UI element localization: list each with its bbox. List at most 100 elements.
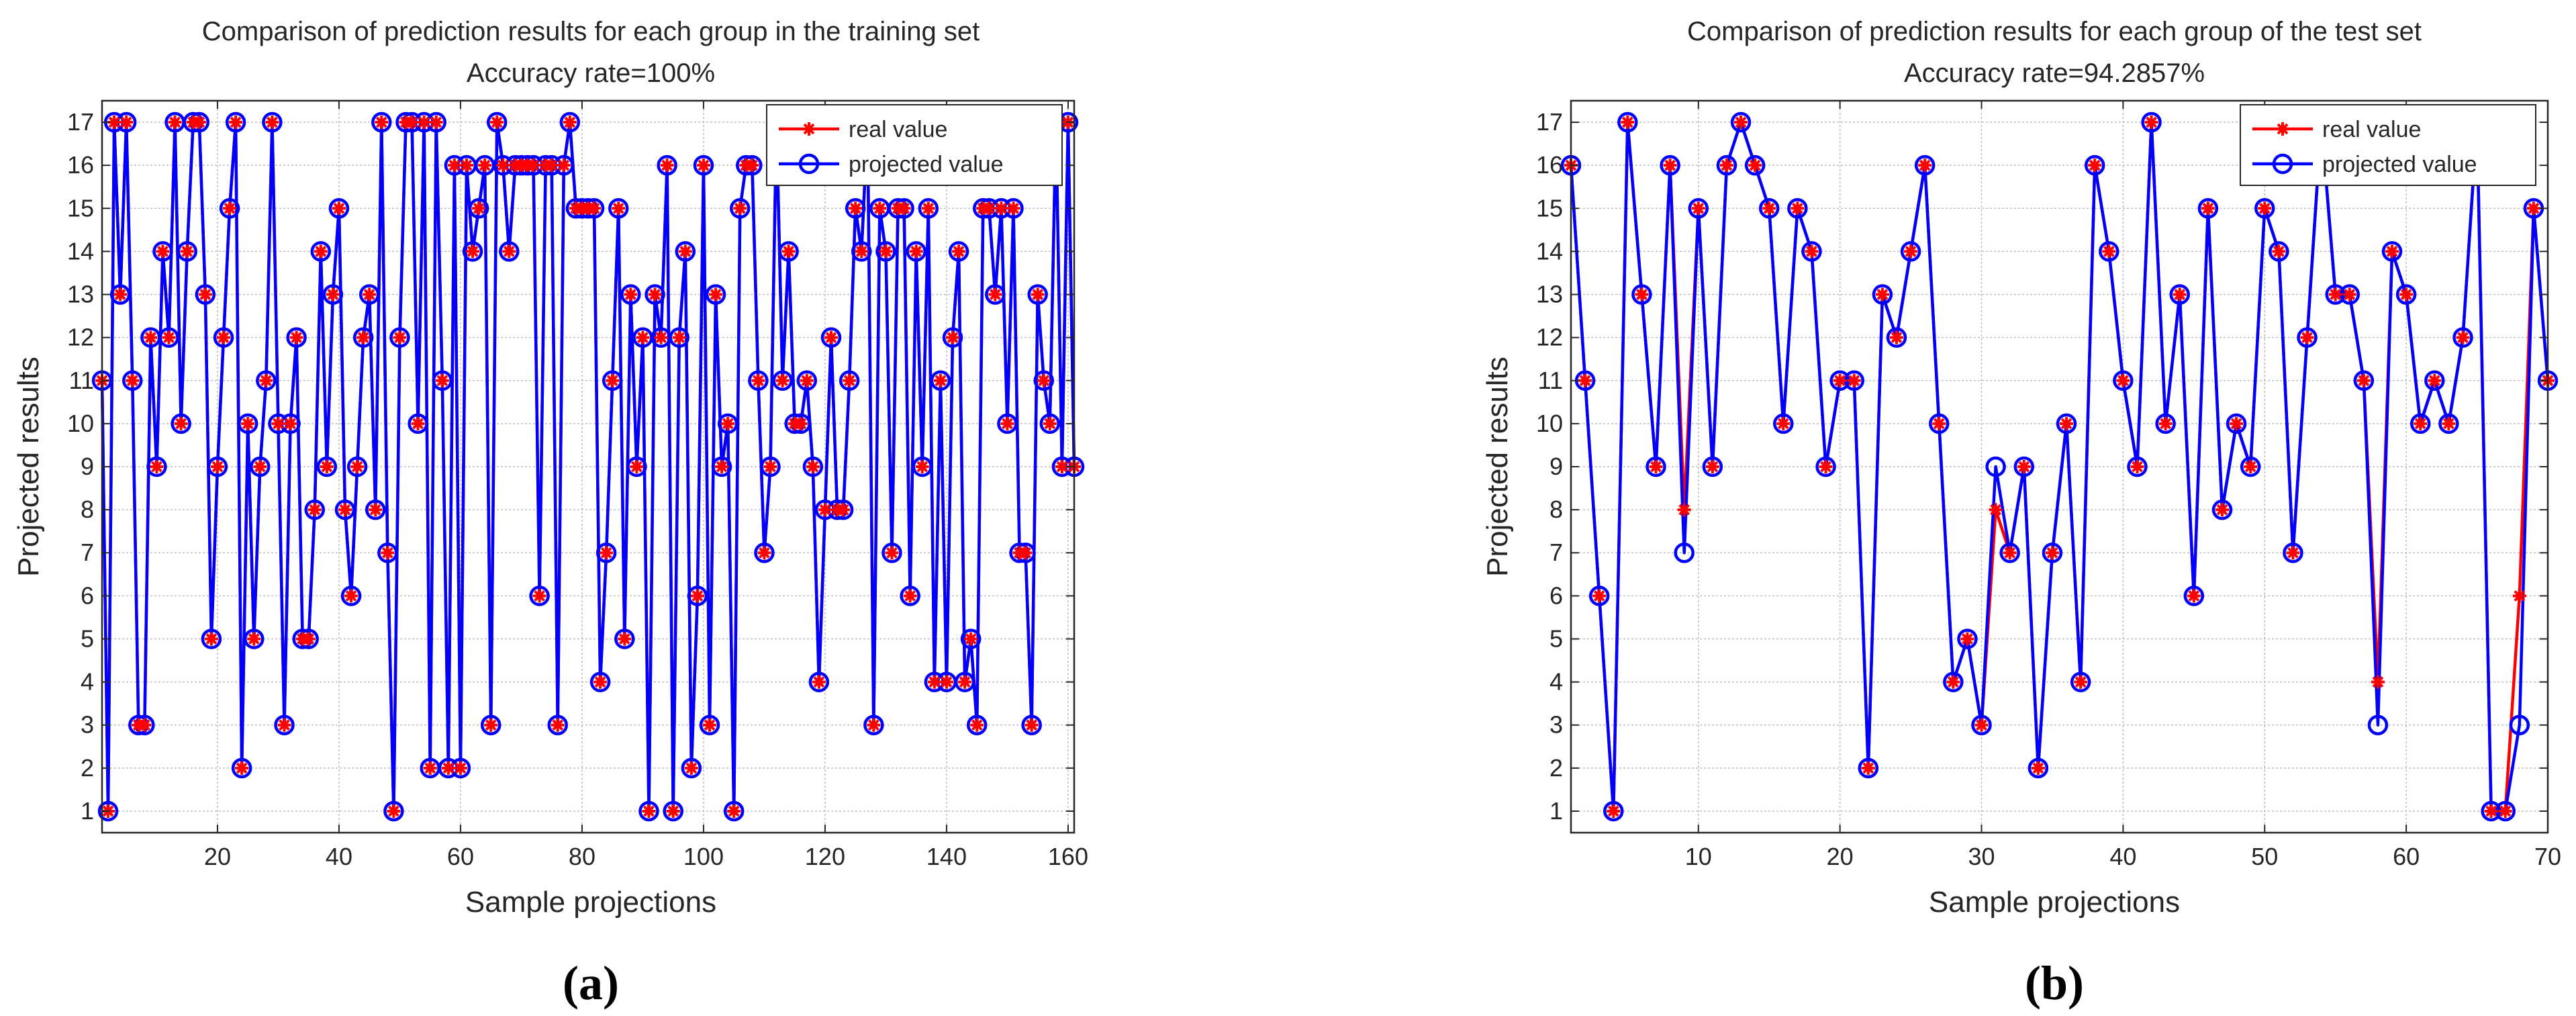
legend-box bbox=[2240, 104, 2536, 186]
marker-projected-value bbox=[997, 413, 1018, 434]
marker-real-value bbox=[1989, 503, 2003, 517]
marker-real-value bbox=[210, 460, 224, 473]
marker-real-value bbox=[709, 287, 723, 302]
marker-projected-value bbox=[663, 800, 683, 822]
marker-projected-value bbox=[1660, 154, 1680, 176]
marker-projected-value bbox=[723, 800, 745, 822]
marker-projected-value bbox=[906, 241, 926, 262]
y-tick-label: 15 bbox=[67, 194, 94, 222]
marker-projected-value bbox=[1872, 284, 1893, 305]
y-tick-label: 17 bbox=[67, 108, 94, 136]
marker-real-value bbox=[429, 116, 443, 130]
marker-projected-value bbox=[146, 456, 167, 477]
marker-projected-value bbox=[2113, 370, 2134, 391]
marker-real-value bbox=[447, 158, 461, 173]
marker-projected-value bbox=[614, 629, 635, 649]
marker-projected-value bbox=[1886, 327, 1907, 348]
marker-projected-value bbox=[1971, 714, 1992, 735]
marker-projected-value bbox=[286, 327, 307, 348]
x-tick-label: 60 bbox=[447, 843, 474, 870]
marker-projected-value bbox=[2141, 111, 2162, 133]
marker-real-value bbox=[2017, 460, 2031, 473]
marker-real-value bbox=[2144, 116, 2158, 130]
marker-real-value bbox=[2130, 460, 2144, 473]
marker-projected-value bbox=[2367, 714, 2389, 735]
y-tick-label: 12 bbox=[1536, 324, 1563, 351]
marker-projected-value bbox=[602, 370, 623, 391]
marker-real-value bbox=[745, 158, 759, 173]
marker-real-value bbox=[1904, 244, 1918, 259]
marker-projected-value bbox=[954, 672, 975, 692]
marker-real-value bbox=[952, 244, 966, 259]
marker-projected-value bbox=[1027, 284, 1048, 305]
marker-real-value bbox=[1677, 503, 1691, 517]
marker-projected-value bbox=[346, 456, 368, 477]
marker-projected-value bbox=[669, 327, 689, 348]
marker-projected-value bbox=[881, 542, 902, 563]
marker-projected-value bbox=[2099, 241, 2119, 262]
x-tick-label: 10 bbox=[1685, 843, 1712, 870]
marker-real-value bbox=[1819, 460, 1833, 473]
y-tick-label: 3 bbox=[81, 711, 94, 739]
marker-real-value bbox=[654, 330, 668, 344]
marker-real-value bbox=[496, 158, 510, 173]
marker-real-value bbox=[229, 116, 243, 130]
marker-real-value bbox=[126, 373, 140, 387]
x-tick-label: 50 bbox=[2251, 843, 2278, 870]
marker-real-value bbox=[666, 804, 680, 818]
y-tick-label: 9 bbox=[81, 453, 94, 480]
chart-subtitle: Accuracy rate=100% bbox=[467, 58, 715, 88]
marker-real-value bbox=[1833, 373, 1847, 387]
marker-projected-value bbox=[717, 413, 738, 434]
legend-label-real-value: real value bbox=[2322, 117, 2421, 142]
marker-projected-value bbox=[1957, 629, 1978, 649]
legend: real value projected value bbox=[2240, 104, 2536, 186]
marker-projected-value bbox=[2127, 456, 2148, 477]
x-tick-label: 40 bbox=[326, 843, 352, 870]
marker-real-value bbox=[2342, 287, 2356, 302]
marker-projected-value bbox=[1773, 413, 1794, 434]
marker-projected-value bbox=[2197, 198, 2219, 219]
marker-projected-value bbox=[2240, 456, 2261, 477]
marker-projected-value bbox=[432, 370, 453, 391]
y-tick-label: 1 bbox=[81, 797, 94, 825]
marker-projected-value bbox=[559, 111, 581, 133]
marker-real-value bbox=[1946, 675, 1960, 689]
marker-real-value bbox=[150, 460, 164, 473]
marker-projected-value bbox=[608, 198, 629, 219]
marker-projected-value bbox=[195, 284, 216, 305]
marker-real-value bbox=[970, 718, 984, 732]
marker-projected-value bbox=[948, 241, 969, 262]
marker-projected-value bbox=[201, 629, 222, 649]
x-tick-label: 20 bbox=[1827, 843, 1854, 870]
marker-real-value bbox=[982, 201, 996, 216]
marker-projected-value bbox=[1603, 800, 1624, 822]
y-tick-label: 10 bbox=[67, 410, 94, 437]
marker-real-value bbox=[1776, 416, 1791, 430]
marker-projected-value bbox=[2452, 327, 2473, 348]
marker-real-value bbox=[1974, 718, 1989, 732]
marker-real-value bbox=[107, 116, 122, 130]
marker-real-value bbox=[2328, 287, 2342, 302]
marker-real-value bbox=[1875, 287, 1889, 302]
marker-projected-value bbox=[778, 241, 799, 262]
marker-real-value bbox=[411, 416, 425, 430]
marker-real-value bbox=[344, 589, 359, 603]
y-tick-label: 9 bbox=[1549, 453, 1563, 480]
marker-projected-value bbox=[699, 714, 720, 735]
marker-projected-value bbox=[2269, 241, 2289, 262]
marker-projected-value bbox=[1716, 154, 1737, 176]
series-line-projected-value bbox=[1569, 120, 2550, 813]
y-tick-label: 2 bbox=[1549, 754, 1563, 782]
marker-projected-value bbox=[1674, 542, 1695, 563]
marker-projected-value bbox=[158, 327, 179, 348]
marker-real-value bbox=[806, 460, 820, 473]
marker-real-value bbox=[763, 460, 777, 473]
marker-real-value bbox=[217, 330, 230, 344]
marker-projected-value bbox=[2070, 672, 2091, 692]
marker-projected-value bbox=[328, 198, 350, 219]
marker-real-value bbox=[624, 287, 638, 302]
marker-real-value bbox=[417, 116, 431, 130]
marker-real-value bbox=[526, 158, 540, 173]
